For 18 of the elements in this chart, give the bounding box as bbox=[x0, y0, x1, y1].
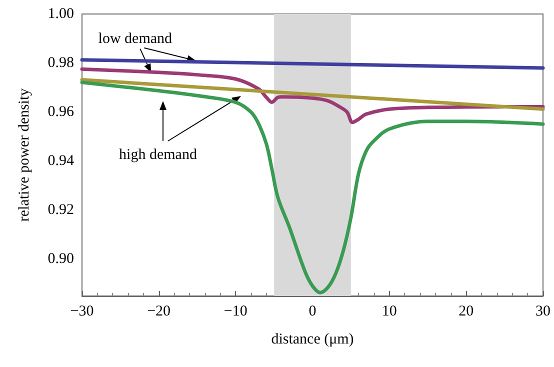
annotation: low demand bbox=[98, 30, 173, 47]
y-tick-label: 0.96 bbox=[48, 104, 74, 120]
y-tick-label: 1.00 bbox=[48, 6, 74, 22]
y-tick-label: 0.98 bbox=[48, 55, 74, 72]
x-tick-label: −10 bbox=[224, 304, 248, 320]
y-axis-title: relative power density bbox=[16, 88, 32, 222]
y-tick-label: 0.94 bbox=[48, 153, 74, 170]
x-axis-title: distance (μm) bbox=[271, 332, 354, 348]
x-tick-label: 0 bbox=[308, 304, 316, 320]
x-tick-label: −20 bbox=[147, 304, 171, 320]
x-tick-label: 20 bbox=[458, 304, 474, 320]
annotation: high demand bbox=[119, 147, 198, 163]
line-series bbox=[80, 80, 545, 294]
x-tick-label: 30 bbox=[536, 304, 550, 320]
y-tick-label: 0.90 bbox=[48, 251, 74, 268]
x-tick-label: −30 bbox=[70, 304, 94, 320]
x-tick-label: 10 bbox=[382, 304, 397, 320]
y-tick-label: 0.92 bbox=[48, 202, 74, 218]
